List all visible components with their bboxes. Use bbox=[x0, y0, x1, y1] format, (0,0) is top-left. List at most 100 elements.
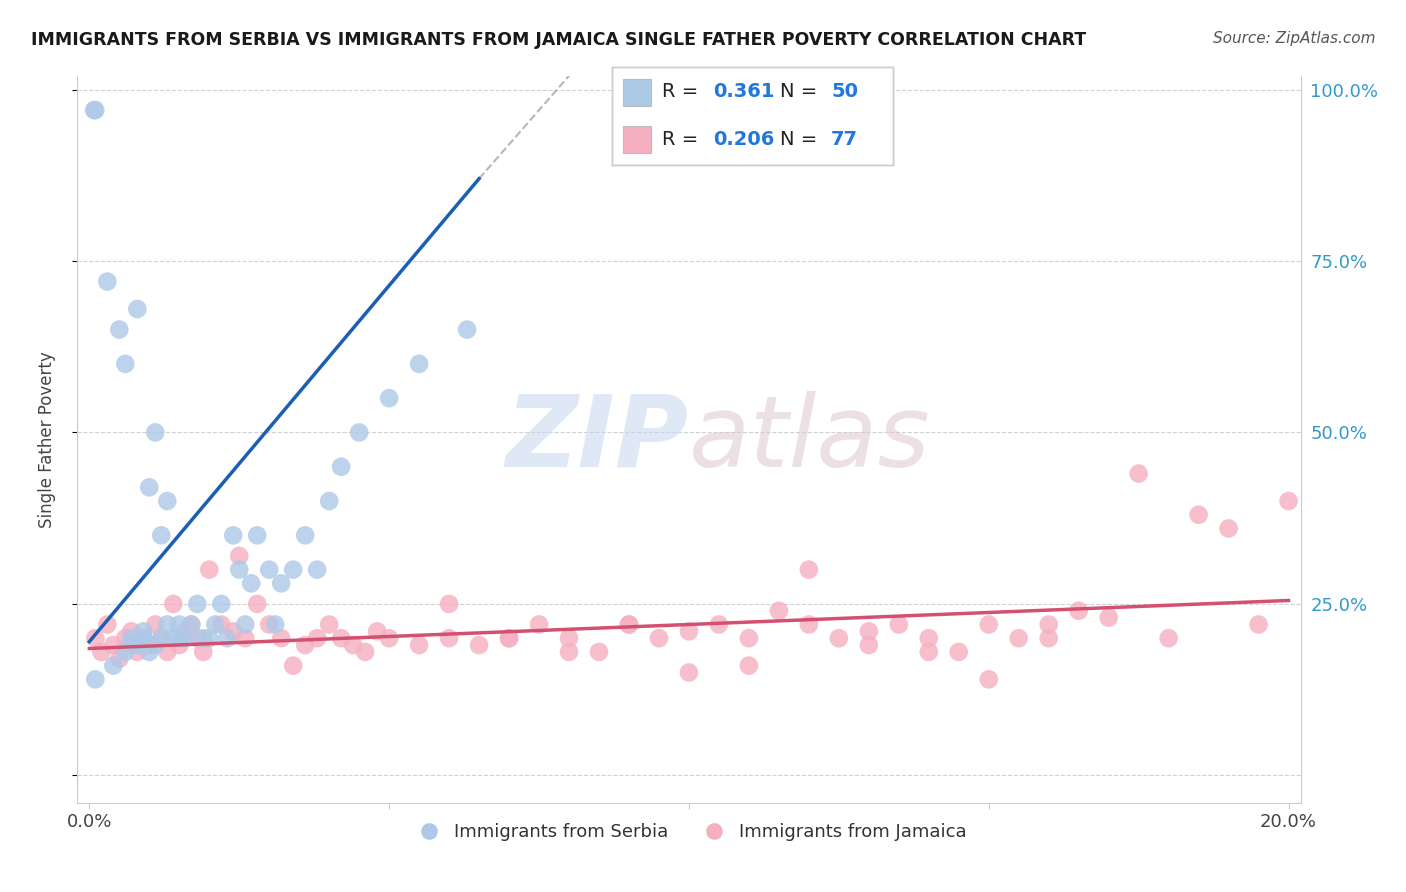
Point bbox=[648, 631, 671, 645]
Point bbox=[347, 425, 370, 440]
Text: 77: 77 bbox=[831, 130, 858, 149]
Point bbox=[156, 494, 179, 508]
Point bbox=[228, 549, 250, 563]
Point bbox=[1247, 617, 1270, 632]
Point bbox=[138, 480, 160, 494]
Point bbox=[169, 631, 191, 645]
Point bbox=[318, 494, 340, 508]
Point bbox=[678, 624, 700, 639]
Point bbox=[318, 617, 340, 632]
Point bbox=[294, 528, 316, 542]
Point bbox=[270, 576, 292, 591]
Point bbox=[162, 631, 184, 645]
Point bbox=[342, 638, 364, 652]
Point bbox=[114, 357, 136, 371]
Point bbox=[204, 617, 226, 632]
Point bbox=[1098, 610, 1121, 624]
Point bbox=[198, 631, 221, 645]
Point bbox=[174, 624, 197, 639]
Point bbox=[366, 624, 388, 639]
Point bbox=[617, 617, 640, 632]
Point bbox=[738, 631, 761, 645]
Point bbox=[127, 638, 149, 652]
Point bbox=[174, 631, 197, 645]
Point bbox=[858, 624, 880, 639]
Point bbox=[162, 597, 184, 611]
Point bbox=[378, 391, 401, 405]
Point bbox=[150, 631, 173, 645]
Point bbox=[150, 528, 173, 542]
Point bbox=[108, 322, 131, 336]
Point bbox=[307, 631, 329, 645]
Text: IMMIGRANTS FROM SERBIA VS IMMIGRANTS FROM JAMAICA SINGLE FATHER POVERTY CORRELAT: IMMIGRANTS FROM SERBIA VS IMMIGRANTS FRO… bbox=[31, 31, 1087, 49]
Point bbox=[858, 638, 880, 652]
Point bbox=[143, 617, 166, 632]
Point bbox=[354, 645, 377, 659]
Point bbox=[828, 631, 851, 645]
Point bbox=[156, 645, 179, 659]
Point bbox=[233, 617, 256, 632]
Point bbox=[498, 631, 520, 645]
Text: R =: R = bbox=[662, 82, 704, 102]
Point bbox=[246, 597, 269, 611]
Text: 50: 50 bbox=[831, 82, 858, 102]
Point bbox=[209, 617, 232, 632]
Point bbox=[408, 357, 430, 371]
Point bbox=[437, 597, 460, 611]
Point bbox=[103, 658, 125, 673]
Point bbox=[887, 617, 910, 632]
Point bbox=[96, 275, 118, 289]
Point bbox=[246, 528, 269, 542]
Point bbox=[138, 645, 160, 659]
Point bbox=[768, 604, 790, 618]
Point bbox=[150, 631, 173, 645]
Point bbox=[114, 645, 136, 659]
Point bbox=[456, 322, 478, 336]
Point bbox=[114, 631, 136, 645]
Point bbox=[186, 631, 208, 645]
Point bbox=[127, 301, 149, 316]
Point bbox=[558, 645, 581, 659]
Point bbox=[169, 638, 191, 652]
Point bbox=[558, 631, 581, 645]
Point bbox=[138, 638, 160, 652]
Point bbox=[283, 563, 305, 577]
Point bbox=[977, 617, 1000, 632]
Point bbox=[143, 425, 166, 440]
Point bbox=[186, 597, 208, 611]
Point bbox=[1157, 631, 1180, 645]
Point bbox=[127, 645, 149, 659]
Text: atlas: atlas bbox=[689, 391, 931, 488]
Point bbox=[1277, 494, 1299, 508]
Point bbox=[797, 617, 820, 632]
Point bbox=[977, 673, 1000, 687]
Point bbox=[330, 631, 353, 645]
Point bbox=[1128, 467, 1150, 481]
Point bbox=[468, 638, 491, 652]
Point bbox=[132, 624, 155, 639]
Text: Source: ZipAtlas.com: Source: ZipAtlas.com bbox=[1212, 31, 1375, 46]
Point bbox=[707, 617, 730, 632]
Point bbox=[257, 563, 280, 577]
Text: N =: N = bbox=[780, 82, 824, 102]
Point bbox=[1008, 631, 1031, 645]
Point bbox=[180, 617, 202, 632]
Point bbox=[1038, 631, 1060, 645]
Point bbox=[103, 638, 125, 652]
Legend: Immigrants from Serbia, Immigrants from Jamaica: Immigrants from Serbia, Immigrants from … bbox=[404, 816, 974, 848]
Point bbox=[437, 631, 460, 645]
Point bbox=[283, 658, 305, 673]
Point bbox=[169, 617, 191, 632]
Point bbox=[90, 645, 112, 659]
Point bbox=[294, 638, 316, 652]
Point bbox=[108, 652, 131, 666]
Point bbox=[270, 631, 292, 645]
Point bbox=[1218, 521, 1240, 535]
Point bbox=[588, 645, 610, 659]
Point bbox=[84, 631, 107, 645]
Point bbox=[120, 624, 142, 639]
Point bbox=[797, 563, 820, 577]
Point bbox=[408, 638, 430, 652]
Text: N =: N = bbox=[780, 130, 824, 149]
Point bbox=[84, 103, 107, 117]
